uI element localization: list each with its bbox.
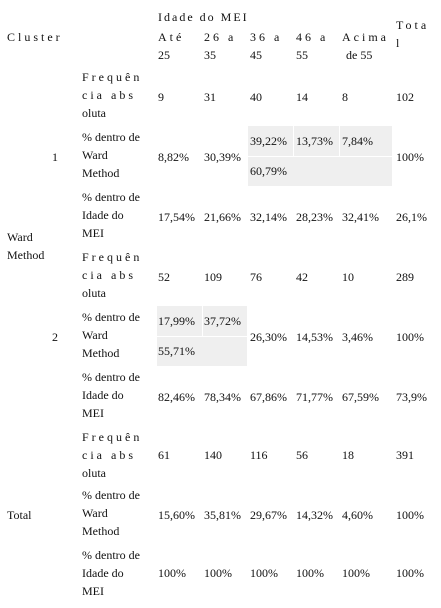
cell: 100% xyxy=(296,566,324,580)
row-label: Frequên cia abs oluta xyxy=(82,250,143,300)
cell: 8,82% xyxy=(158,150,189,164)
cell: 100% xyxy=(396,150,424,164)
shade-c1-ward-acima xyxy=(340,126,392,156)
cell: 61 xyxy=(158,448,170,462)
cell-extra: 55,71% xyxy=(158,344,195,358)
cell-extra: 60,79% xyxy=(250,164,287,178)
cell: 56 xyxy=(296,448,308,462)
cell: 73,9% xyxy=(396,390,427,404)
cell: 78,34% xyxy=(204,390,241,404)
cell: 26,30% xyxy=(250,330,287,344)
cell: 82,46% xyxy=(158,390,195,404)
header-col-46a55: 46 a 55 xyxy=(296,30,329,62)
cell: 116 xyxy=(250,448,268,462)
shade-c2-ward-26 xyxy=(203,306,247,336)
cell: 14 xyxy=(296,90,308,104)
cell: 7,84% xyxy=(342,134,373,148)
header-col-ate: Até 25 xyxy=(158,30,185,62)
shade-c1-ward-46 xyxy=(294,126,339,156)
header-col-total: Tota l xyxy=(396,18,430,50)
cell: 109 xyxy=(204,270,222,284)
cell: 289 xyxy=(396,270,414,284)
row-group-ward-method: Ward Method xyxy=(7,230,45,262)
shade-c2-ward-extra xyxy=(157,337,247,366)
cell: 76 xyxy=(250,270,262,284)
cell: 31 xyxy=(204,90,216,104)
header-col-acima: Acima de 55 xyxy=(342,30,389,62)
cell: 14,32% xyxy=(296,508,333,522)
cell: 37,72% xyxy=(204,314,241,328)
cell: 67,86% xyxy=(250,390,287,404)
cell: 17,99% xyxy=(158,314,195,328)
cell: 14,53% xyxy=(296,330,333,344)
header-col-26a35: 26 a 35 xyxy=(204,30,237,62)
cell: 52 xyxy=(158,270,170,284)
row-label: % dentro de Ward Method xyxy=(82,310,140,360)
cell: 10 xyxy=(342,270,354,284)
cell: 30,39% xyxy=(204,150,241,164)
row-label: Frequên cia abs oluta xyxy=(82,430,143,480)
cell: 8 xyxy=(342,90,348,104)
cluster-2-label: 2 xyxy=(52,330,58,344)
cluster-1-label: 1 xyxy=(52,150,58,164)
cell: 28,23% xyxy=(296,210,333,224)
cell: 100% xyxy=(158,566,186,580)
cell: 391 xyxy=(396,448,414,462)
cell: 100% xyxy=(342,566,370,580)
row-label: % dentro de Ward Method xyxy=(82,488,140,538)
cell: 35,81% xyxy=(204,508,241,522)
shade-c2-ward-ate xyxy=(157,306,202,336)
cell: 100% xyxy=(396,566,424,580)
cell: 26,1% xyxy=(396,210,427,224)
cell: 40 xyxy=(250,90,262,104)
cell: 100% xyxy=(396,508,424,522)
cell: 32,14% xyxy=(250,210,287,224)
shade-c1-ward-extra xyxy=(248,157,392,186)
cell: 15,60% xyxy=(158,508,195,522)
cell: 18 xyxy=(342,448,354,462)
cell: 67,59% xyxy=(342,390,379,404)
row-label: % dentro de Idade do MEI xyxy=(82,548,140,598)
cell: 100% xyxy=(250,566,278,580)
row-label: % dentro de Ward Method xyxy=(82,130,140,180)
cell: 42 xyxy=(296,270,308,284)
header-cluster: Cluster xyxy=(7,30,63,44)
row-label: Frequên cia abs oluta xyxy=(82,70,143,120)
cell: 140 xyxy=(204,448,222,462)
cell: 32,41% xyxy=(342,210,379,224)
cell: 102 xyxy=(396,90,414,104)
header-group-title: Idade do MEI xyxy=(158,10,249,24)
shade-c1-ward-36 xyxy=(248,126,293,156)
cell: 71,77% xyxy=(296,390,333,404)
cell: 100% xyxy=(204,566,232,580)
row-label: % dentro de Idade do MEI xyxy=(82,190,140,240)
row-label: % dentro de Idade do MEI xyxy=(82,370,140,420)
cell: 17,54% xyxy=(158,210,195,224)
cell: 3,46% xyxy=(342,330,373,344)
cell: 9 xyxy=(158,90,164,104)
cell: 39,22% xyxy=(250,134,287,148)
cell: 13,73% xyxy=(296,134,333,148)
cell: 21,66% xyxy=(204,210,241,224)
cell: 4,60% xyxy=(342,508,373,522)
cell: 100% xyxy=(396,330,424,344)
cell: 29,67% xyxy=(250,508,287,522)
total-label: Total xyxy=(7,508,32,522)
header-col-36a45: 36 a 45 xyxy=(250,30,283,62)
